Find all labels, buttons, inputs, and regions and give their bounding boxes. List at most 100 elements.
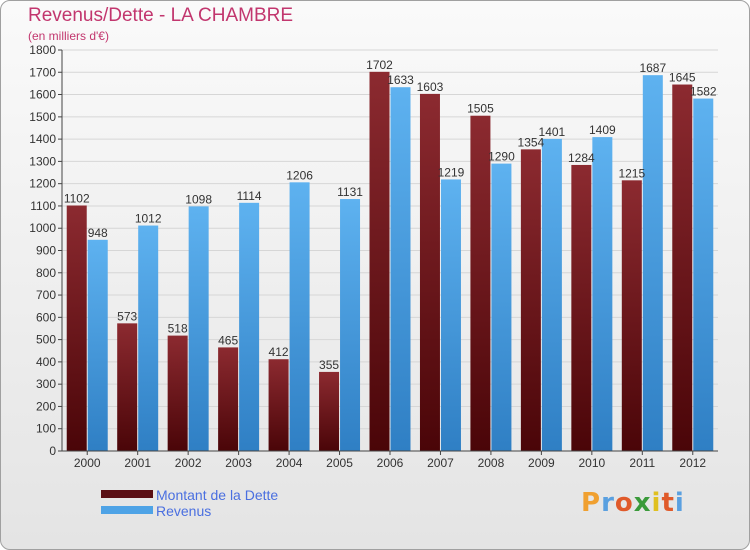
data-label-revenus: 1633 [387, 73, 414, 87]
axes [61, 50, 718, 452]
logo-letter: t [661, 488, 675, 518]
bar-dette [419, 93, 440, 452]
data-label-dette: 1284 [568, 151, 595, 165]
bar-dette [66, 205, 87, 451]
data-label-dette: 1102 [64, 191, 90, 205]
x-tick-label: 2003 [225, 456, 252, 470]
grid-lines [62, 49, 718, 452]
bar-dette [117, 323, 138, 451]
y-tick-label: 1300 [29, 154, 56, 168]
data-label-dette: 1215 [618, 166, 645, 180]
bar-revenus [592, 137, 613, 451]
x-tick-label: 2001 [124, 456, 151, 470]
x-tick-label: 2005 [326, 456, 353, 470]
bar-dette [167, 335, 188, 451]
data-label-dette: 355 [319, 358, 339, 372]
data-label-revenus: 1219 [438, 165, 465, 179]
y-tick-label: 1100 [30, 199, 56, 213]
x-tick-label: 2010 [578, 456, 605, 470]
bars [66, 71, 714, 452]
y-tick-label: 400 [36, 355, 56, 369]
legend-swatch-revenus [101, 506, 153, 514]
data-label-revenus: 1012 [135, 212, 162, 226]
y-tick-label: 1800 [29, 43, 56, 57]
y-tick-label: 1500 [29, 110, 56, 124]
y-tick-label: 1000 [29, 221, 56, 235]
x-tick-label: 2008 [478, 456, 505, 470]
x-tick-label: 2000 [74, 456, 101, 470]
y-tick-label: 800 [36, 266, 56, 280]
bar-dette [369, 71, 390, 452]
data-label-dette: 465 [218, 333, 238, 347]
data-label-dette: 1645 [669, 71, 696, 85]
bar-dette [268, 359, 289, 451]
data-label-revenus: 1409 [589, 123, 616, 137]
data-label-revenus: 1401 [539, 125, 566, 139]
bar-revenus [87, 239, 108, 451]
bar-revenus [188, 206, 209, 451]
data-labels: 1102 948 573 1012 518 1098 465 1114 412 1206 355 11… [64, 58, 717, 372]
x-tick-label: 2006 [377, 456, 404, 470]
x-tick-label: 2007 [427, 456, 454, 470]
y-tick-label: 200 [36, 399, 56, 413]
data-label-revenus: 948 [88, 226, 108, 240]
y-tick-label: 600 [36, 310, 56, 324]
bar-revenus [642, 75, 663, 451]
bar-revenus [440, 179, 461, 451]
bar-revenus [390, 87, 411, 451]
y-tick-label: 700 [36, 288, 56, 302]
data-label-dette: 573 [117, 309, 137, 323]
bar-dette [520, 149, 541, 451]
y-tick-label: 1400 [29, 132, 56, 146]
data-label-revenus: 1114 [237, 189, 262, 203]
data-label-revenus: 1582 [690, 85, 717, 99]
data-label-dette: 1354 [518, 135, 545, 149]
logo-letter: P [581, 488, 602, 518]
bar-dette [319, 371, 340, 451]
bar-revenus [491, 163, 512, 451]
logo-letter: i [674, 488, 685, 518]
data-label-revenus: 1098 [185, 192, 212, 206]
bar-dette [672, 84, 693, 452]
y-tick-label: 500 [36, 333, 56, 347]
chart-title: Revenus/Dette - LA CHAMBRE [28, 5, 294, 26]
bar-dette [621, 180, 642, 451]
chart-subtitle: (en milliers d'€) [28, 29, 109, 43]
logo-letter: i [651, 488, 662, 518]
logo-letter: o [614, 488, 634, 518]
proxiti-logo: Proxiti [581, 488, 685, 518]
bar-revenus [340, 199, 361, 451]
legend-label-revenus: Revenus [156, 503, 212, 519]
bar-revenus [289, 182, 310, 451]
x-axis-ticks: 2000 2001 2002 2003 2004 2005 2006 2007 2008 2009… [74, 451, 706, 470]
y-tick-label: 1700 [29, 65, 56, 79]
y-tick-label: 1600 [29, 88, 56, 102]
logo-letter: r [601, 488, 615, 518]
logo-letter: x [633, 488, 652, 518]
x-tick-label: 2009 [528, 456, 555, 470]
bar-revenus [239, 202, 260, 451]
x-tick-label: 2004 [276, 456, 303, 470]
data-label-dette: 1505 [467, 102, 494, 116]
y-tick-label: 300 [36, 377, 56, 391]
x-tick-label: 2002 [175, 456, 202, 470]
data-label-dette: 1702 [366, 58, 393, 72]
data-label-revenus: 1206 [286, 168, 313, 182]
data-label-revenus: 1687 [639, 61, 666, 75]
data-label-dette: 518 [168, 322, 188, 336]
bar-revenus [541, 138, 562, 451]
x-tick-label: 2011 [629, 456, 655, 470]
bar-dette [571, 164, 592, 451]
y-axis-ticks: 0 100 200 300 400 500 600 700 800 900 1000 1100 1200… [29, 43, 62, 458]
y-tick-label: 100 [36, 422, 56, 436]
data-label-dette: 1603 [417, 80, 444, 94]
data-label-dette: 412 [269, 345, 289, 359]
bar-revenus [693, 98, 714, 451]
x-tick-label: 2012 [679, 456, 706, 470]
legend-label-dette: Montant de la Dette [156, 487, 279, 503]
y-tick-label: 0 [49, 444, 56, 458]
data-label-revenus: 1290 [488, 150, 515, 164]
bar-revenus [138, 225, 159, 451]
